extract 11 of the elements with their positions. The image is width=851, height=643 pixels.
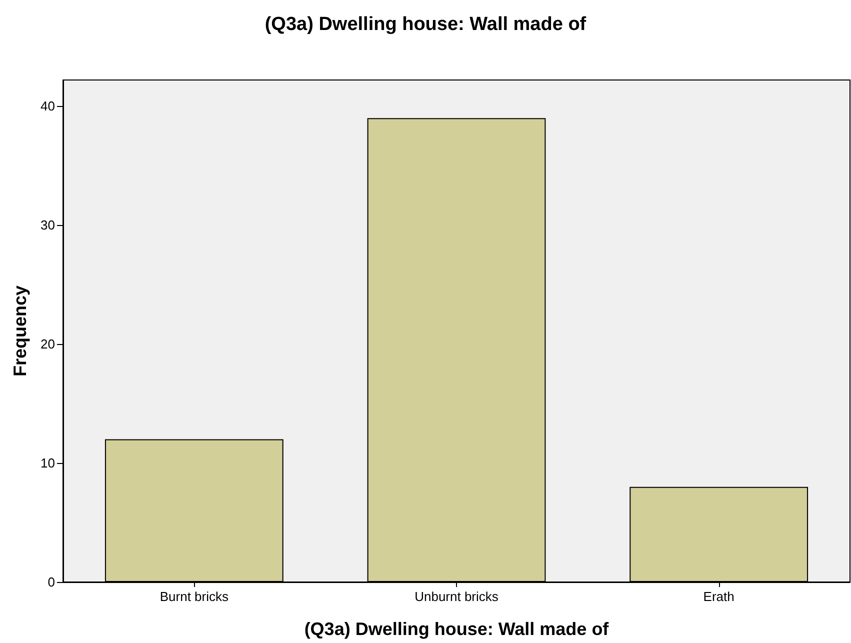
y-tick-label: 0	[48, 574, 55, 590]
y-tick-label: 30	[40, 218, 55, 233]
y-tick-label: 10	[40, 456, 55, 471]
x-tick-label: Unburnt bricks	[414, 589, 499, 604]
y-axis-title: Frequency	[10, 285, 30, 377]
y-tick-label: 40	[40, 98, 55, 114]
x-axis-title: (Q3a) Dwelling house: Wall made of	[304, 619, 610, 639]
x-tick-label: Erath	[703, 589, 734, 604]
y-tick-label: 20	[40, 336, 55, 352]
chart-title: (Q3a) Dwelling house: Wall made of	[264, 14, 587, 35]
x-tick-label: Burnt bricks	[160, 589, 229, 604]
